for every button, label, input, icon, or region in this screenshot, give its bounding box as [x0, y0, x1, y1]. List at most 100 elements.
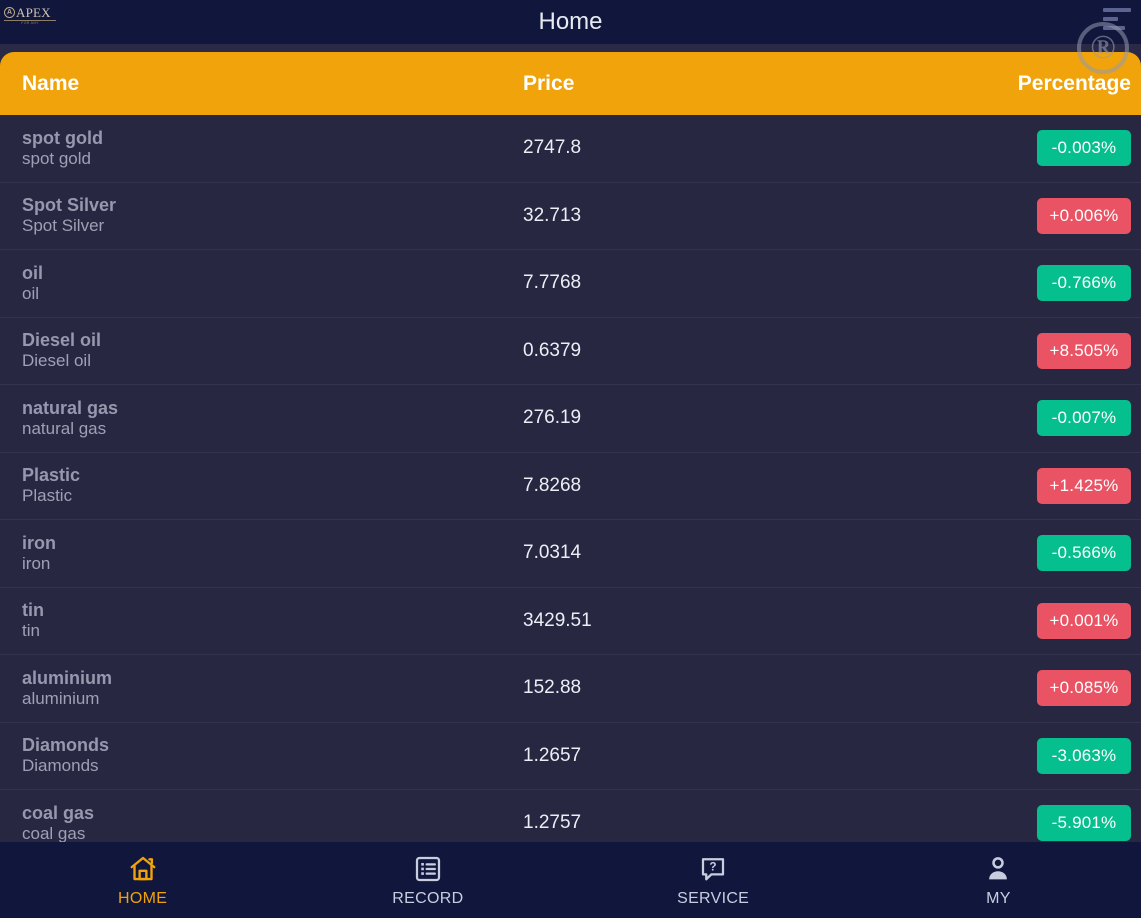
- cell-percentage: -0.766%: [880, 265, 1141, 302]
- cell-name: Spot Silver Spot Silver: [0, 195, 480, 236]
- status-badge: -5.901%: [1037, 805, 1131, 842]
- cell-price: 3429.51: [523, 609, 592, 631]
- instrument-name: Diamonds: [22, 735, 110, 756]
- instrument-subtitle: aluminium: [22, 688, 100, 708]
- instrument-subtitle: Diesel oil: [22, 351, 91, 371]
- nav-item-label: HOME: [118, 889, 168, 907]
- cell-price: 152.88: [523, 677, 582, 699]
- table-row[interactable]: tin tin 3429.51 +0.001%: [0, 588, 1141, 655]
- nav-item-label: RECORD: [392, 889, 464, 907]
- table-row[interactable]: iron iron 7.0314 -0.566%: [0, 520, 1141, 588]
- cell-price: 1.2757: [523, 812, 582, 834]
- brand-logo: A APEX FOR ANY: [4, 6, 56, 26]
- table-row[interactable]: spot gold spot gold 2747.8 -0.003%: [0, 115, 1141, 183]
- cell-percentage: -5.901%: [880, 805, 1141, 842]
- cell-percentage: -0.566%: [880, 535, 1141, 572]
- column-header-name: Name: [22, 71, 80, 95]
- instrument-name: natural gas: [22, 397, 119, 418]
- table-row[interactable]: aluminium aluminium 152.88 +0.085%: [0, 655, 1141, 723]
- instrument-name: iron: [22, 532, 56, 553]
- cell-percentage: +1.425%: [880, 467, 1141, 504]
- brand-tagline: FOR ANY: [4, 20, 56, 26]
- table-row[interactable]: Diesel oil Diesel oil 0.6379 +8.505%: [0, 318, 1141, 385]
- cell-price: 32.713: [523, 204, 582, 226]
- cell-name: natural gas natural gas: [0, 398, 480, 439]
- cell-percentage: -0.003%: [880, 130, 1141, 167]
- cell-price: 0.6379: [523, 339, 582, 361]
- hamburger-menu-icon[interactable]: [1099, 4, 1135, 34]
- status-badge: +8.505%: [1037, 332, 1131, 369]
- home-icon: [127, 853, 159, 885]
- table-row[interactable]: Plastic Plastic 7.8268 +1.425%: [0, 453, 1141, 520]
- table-row[interactable]: natural gas natural gas 276.19 -0.007%: [0, 385, 1141, 453]
- instrument-subtitle: tin: [22, 621, 40, 641]
- column-header-price: Price: [523, 71, 575, 95]
- status-badge: -0.007%: [1037, 400, 1131, 437]
- instrument-name: oil: [22, 262, 43, 283]
- instrument-name: Plastic: [22, 465, 81, 486]
- cell-percentage: +0.006%: [880, 197, 1141, 234]
- cell-price: 1.2657: [523, 744, 582, 766]
- status-badge: +1.425%: [1037, 467, 1131, 504]
- instrument-subtitle: natural gas: [22, 418, 107, 438]
- svg-text:?: ?: [710, 860, 717, 873]
- cell-percentage: -0.007%: [880, 400, 1141, 437]
- cell-name: spot gold spot gold: [0, 128, 480, 169]
- person-icon: [982, 853, 1014, 885]
- page-title: Home: [538, 8, 603, 35]
- status-badge: -0.766%: [1037, 265, 1131, 302]
- instrument-subtitle: Spot Silver: [22, 216, 105, 236]
- nav-item-service[interactable]: ? SERVICE: [571, 853, 856, 908]
- instrument-name: Spot Silver: [22, 195, 117, 216]
- cell-percentage: +0.001%: [880, 602, 1141, 639]
- menu-line-top: [1103, 8, 1131, 12]
- instrument-subtitle: spot gold: [22, 148, 91, 168]
- instrument-name: aluminium: [22, 667, 113, 688]
- status-badge: -0.566%: [1037, 535, 1131, 572]
- nav-item-record[interactable]: RECORD: [285, 853, 570, 908]
- nav-item-label: MY: [986, 889, 1011, 907]
- cell-price: 7.7768: [523, 272, 582, 294]
- bottom-navigation: HOME RECORD? SERVICE MY: [0, 842, 1141, 918]
- cell-name: Diesel oil Diesel oil: [0, 330, 480, 371]
- table-row[interactable]: oil oil 7.7768 -0.766%: [0, 250, 1141, 318]
- cell-percentage: +8.505%: [880, 332, 1141, 369]
- market-table: Name Price Percentage spot gold spot gold…: [0, 52, 1141, 842]
- instrument-subtitle: Diamonds: [22, 756, 99, 776]
- instrument-subtitle: oil: [22, 283, 40, 303]
- table-row[interactable]: coal gas coal gas 1.2757 -5.901%: [0, 790, 1141, 842]
- table-row[interactable]: Diamonds Diamonds 1.2657 -3.063%: [0, 723, 1141, 790]
- table-body: spot gold spot gold 2747.8 -0.003% Spot Silv…: [0, 115, 1141, 842]
- instrument-subtitle: Plastic: [22, 486, 73, 506]
- status-badge: -3.063%: [1037, 737, 1131, 774]
- instrument-name: tin: [22, 600, 44, 621]
- nav-item-home[interactable]: HOME: [0, 853, 285, 908]
- nav-item-my[interactable]: MY: [856, 853, 1141, 908]
- list-icon: [412, 853, 444, 885]
- circle-a-icon: A: [4, 7, 15, 18]
- cell-name: coal gas coal gas: [0, 803, 480, 842]
- cell-name: Plastic Plastic: [0, 465, 480, 506]
- cell-price: 7.0314: [523, 542, 582, 564]
- column-header-percentage: Percentage: [1017, 71, 1131, 95]
- help-chat-icon: ?: [697, 853, 729, 885]
- status-badge: +0.085%: [1037, 670, 1131, 707]
- table-header-row: Name Price Percentage: [0, 52, 1141, 115]
- instrument-name: coal gas: [22, 802, 95, 823]
- brand-row: A APEX: [4, 6, 51, 19]
- instrument-name: Diesel oil: [22, 330, 102, 351]
- cell-price: 2747.8: [523, 137, 582, 159]
- menu-line-middle: [1103, 17, 1119, 21]
- nav-item-label: SERVICE: [677, 889, 750, 907]
- cell-price: 7.8268: [523, 474, 582, 496]
- cell-name: tin tin: [0, 600, 480, 641]
- brand-name: APEX: [16, 5, 51, 20]
- table-row[interactable]: Spot Silver Spot Silver 32.713 +0.006%: [0, 183, 1141, 250]
- app-header: A APEX FOR ANY Home: [0, 0, 1141, 44]
- cell-price: 276.19: [523, 407, 582, 429]
- instrument-subtitle: iron: [22, 553, 51, 573]
- status-badge: +0.001%: [1037, 602, 1131, 639]
- cell-percentage: +0.085%: [880, 670, 1141, 707]
- status-badge: -0.003%: [1037, 130, 1131, 167]
- cell-name: aluminium aluminium: [0, 668, 480, 709]
